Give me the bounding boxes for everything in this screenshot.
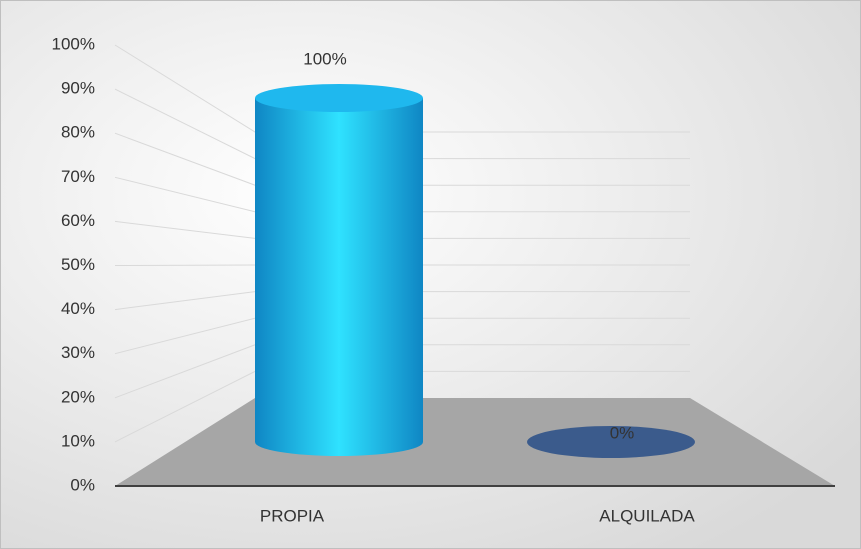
y-tick-label: 60% <box>61 211 95 230</box>
y-tick-label: 80% <box>61 123 95 142</box>
y-tick-label: 70% <box>61 167 95 186</box>
cylinder <box>527 426 695 458</box>
y-tick-label: 90% <box>61 79 95 98</box>
x-tick-label: ALQUILADA <box>599 506 695 525</box>
cylinder-top <box>255 84 423 112</box>
data-label: 0% <box>610 423 635 442</box>
y-tick-label: 0% <box>70 475 95 494</box>
y-tick-label: 10% <box>61 431 95 450</box>
x-tick-label: PROPIA <box>260 506 325 525</box>
cylinder-body <box>255 98 423 456</box>
y-tick-label: 30% <box>61 343 95 362</box>
y-tick-label: 20% <box>61 387 95 406</box>
y-tick-label: 100% <box>52 34 95 53</box>
cylinder-top <box>527 426 695 458</box>
cylinder <box>255 84 423 456</box>
y-tick-label: 50% <box>61 255 95 274</box>
data-label: 100% <box>303 49 346 68</box>
y-tick-label: 40% <box>61 299 95 318</box>
